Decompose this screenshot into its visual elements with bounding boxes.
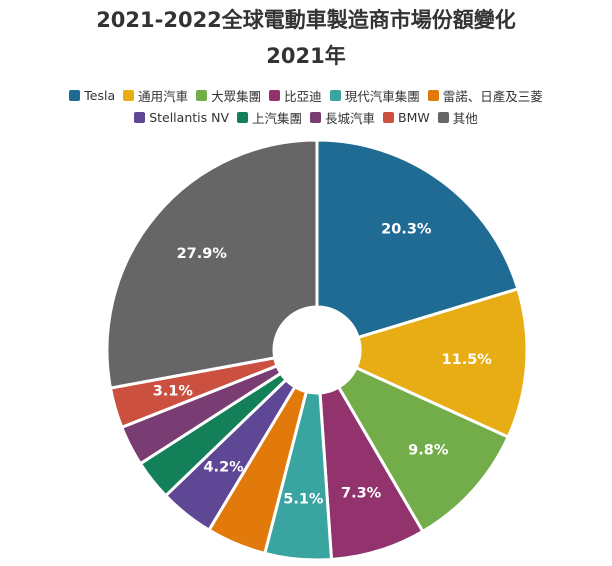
- legend-label: 雷諾、日產及三菱: [442, 89, 543, 104]
- legend-item[interactable]: 雷諾、日產及三菱: [427, 86, 543, 105]
- legend-swatch: [329, 90, 341, 101]
- legend-row: Stellantis NV 上汽集團 長城汽車 BMW 其他: [134, 108, 478, 127]
- legend-label: 上汽集團: [252, 111, 303, 126]
- legend-swatch: [269, 90, 281, 101]
- slice-label: 20.3%: [381, 221, 432, 237]
- legend-label: 現代汽車集團: [344, 89, 420, 104]
- pie-slice[interactable]: [354, 287, 529, 440]
- legend-label: 比亞迪: [284, 89, 322, 104]
- legend-label: 大眾集團: [211, 89, 262, 104]
- slice-label: 27.9%: [177, 246, 228, 262]
- legend-label: 其他: [452, 111, 478, 126]
- pie-slice[interactable]: [336, 365, 511, 534]
- chart-subtitle: 2021年: [266, 44, 346, 68]
- legend-item[interactable]: Stellantis NV: [134, 108, 229, 127]
- legend-item[interactable]: 長城汽車: [310, 108, 375, 127]
- slice-label: 11.5%: [442, 352, 493, 368]
- legend-swatch: [237, 112, 249, 123]
- slice-label: 9.8%: [408, 443, 449, 459]
- legend-item[interactable]: 上汽集團: [237, 108, 302, 127]
- legend-item[interactable]: BMW: [383, 108, 430, 127]
- legend-swatch: [123, 90, 135, 101]
- pie-slice[interactable]: [315, 138, 520, 340]
- legend-row: Tesla 通用汽車 大眾集團 比亞迪 現代汽車集團 雷諾、日產及三菱: [69, 86, 543, 105]
- legend-swatch: [427, 90, 439, 101]
- legend-swatch: [383, 112, 395, 123]
- legend-label: 長城汽車: [325, 111, 376, 126]
- legend-item[interactable]: 現代汽車集團: [329, 86, 420, 105]
- legend-item[interactable]: Tesla: [69, 86, 115, 105]
- slice-label: 7.3%: [341, 485, 382, 501]
- legend-item[interactable]: 通用汽車: [123, 86, 188, 105]
- legend-swatch: [69, 90, 81, 101]
- legend-item[interactable]: 大眾集團: [196, 86, 261, 105]
- legend-label: Tesla: [84, 88, 116, 103]
- chart-title: 2021-2022全球電動車製造商市場份額變化: [96, 8, 516, 32]
- legend-label: 通用汽車: [138, 89, 189, 104]
- slice-label: 4.2%: [203, 459, 244, 475]
- legend-item[interactable]: 其他: [437, 108, 478, 127]
- legend-item[interactable]: 比亞迪: [269, 86, 322, 105]
- legend-swatch: [310, 112, 322, 123]
- legend-swatch: [437, 112, 449, 123]
- legend-label: BMW: [398, 110, 430, 125]
- slice-label: 5.1%: [283, 491, 324, 507]
- chart-legend: Tesla 通用汽車 大眾集團 比亞迪 現代汽車集團 雷諾、日產及三菱 Stellanti…: [0, 86, 612, 127]
- legend-label: Stellantis NV: [149, 110, 230, 125]
- legend-swatch: [196, 90, 208, 101]
- legend-swatch: [134, 112, 146, 123]
- slice-label: 3.1%: [153, 383, 194, 399]
- pie-slice[interactable]: [105, 138, 319, 390]
